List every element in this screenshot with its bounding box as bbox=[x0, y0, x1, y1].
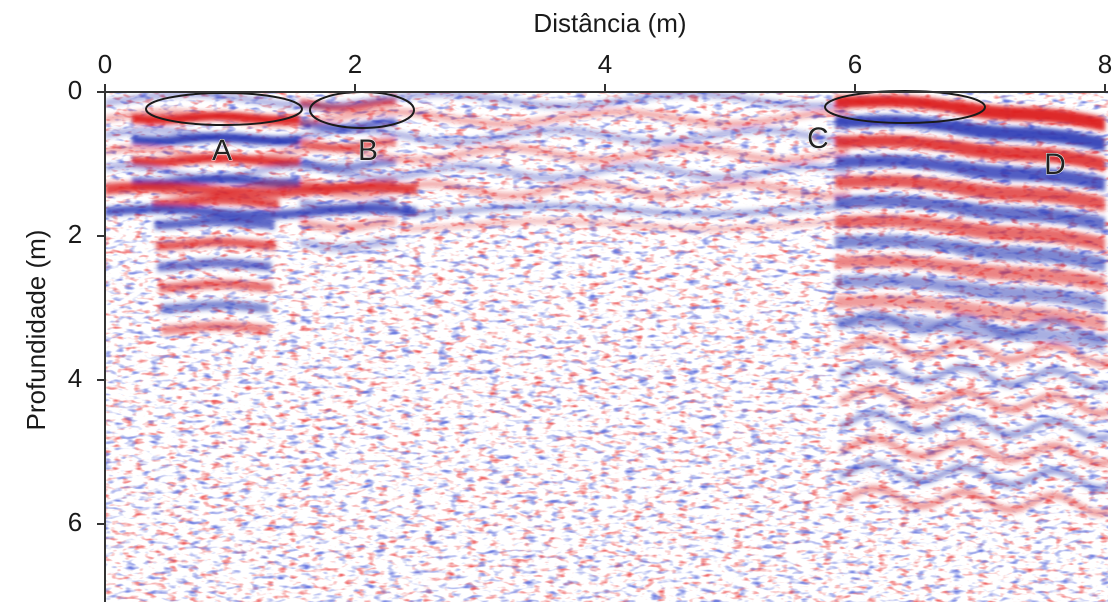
reflection-band bbox=[835, 175, 955, 193]
reflection-band bbox=[105, 182, 417, 198]
y-tick-label: 6 bbox=[68, 507, 82, 537]
reflection-band bbox=[840, 434, 1108, 467]
reflection-band bbox=[840, 459, 1108, 492]
x-tick-label: 8 bbox=[1098, 49, 1112, 79]
reflection-band bbox=[105, 108, 849, 128]
reflection-band bbox=[955, 99, 1105, 132]
annotation-label: A bbox=[212, 134, 232, 167]
reflection-band bbox=[835, 295, 955, 313]
reflection-band bbox=[955, 219, 1105, 252]
reflection-band bbox=[300, 118, 396, 132]
reflection-band bbox=[955, 199, 1105, 232]
reflection-band bbox=[105, 162, 849, 182]
reflection-band bbox=[835, 275, 955, 293]
reflection-band bbox=[835, 155, 955, 173]
reflection-band bbox=[160, 300, 269, 314]
reflection-band bbox=[840, 309, 1108, 342]
x-tick-label: 6 bbox=[848, 49, 862, 79]
reflection-band bbox=[840, 334, 1108, 367]
reflection-band bbox=[162, 321, 270, 335]
x-axis-title: Distância (m) bbox=[533, 8, 686, 38]
annotation-label: D bbox=[1044, 148, 1066, 181]
reflection-band bbox=[955, 279, 1105, 312]
reflection-band bbox=[955, 239, 1105, 272]
reflection-band bbox=[159, 279, 273, 293]
reflection-band bbox=[955, 119, 1105, 152]
reflection-band bbox=[400, 203, 850, 217]
reflection-band bbox=[156, 237, 276, 251]
x-tick-label: 0 bbox=[98, 49, 112, 79]
reflection-band bbox=[840, 359, 1108, 392]
reflection-band bbox=[400, 218, 850, 232]
reflection-band bbox=[105, 180, 849, 200]
reflection-band bbox=[835, 135, 955, 153]
reflection-band bbox=[835, 255, 955, 273]
annotation-label: B bbox=[358, 134, 378, 167]
radargram-image bbox=[105, 92, 1108, 602]
x-tick-label: 4 bbox=[598, 49, 612, 79]
reflection-band bbox=[840, 484, 1108, 517]
reflection-band bbox=[105, 144, 849, 164]
y-tick-label: 2 bbox=[68, 219, 82, 249]
reflection-band bbox=[835, 95, 955, 113]
reflection-band bbox=[955, 139, 1105, 172]
y-axis-title: Profundidade (m) bbox=[21, 230, 51, 431]
reflection-band bbox=[955, 179, 1105, 212]
y-tick-label: 4 bbox=[68, 363, 82, 393]
reflection-band bbox=[105, 92, 849, 110]
annotation-label: C bbox=[807, 122, 829, 155]
reflection-band bbox=[105, 204, 417, 220]
reflection-band bbox=[835, 195, 955, 213]
reflection-band bbox=[955, 259, 1105, 292]
y-tick-label: 0 bbox=[68, 75, 82, 105]
x-tick-label: 2 bbox=[348, 49, 362, 79]
reflection-band bbox=[955, 159, 1105, 192]
reflection-band bbox=[105, 126, 849, 146]
reflection-band bbox=[157, 258, 272, 272]
reflection-band bbox=[840, 409, 1108, 442]
reflection-band bbox=[300, 238, 396, 252]
reflection-band bbox=[835, 215, 955, 233]
reflection-band bbox=[840, 384, 1108, 417]
reflection-band bbox=[835, 115, 955, 133]
reflection-band bbox=[154, 216, 275, 230]
reflection-band bbox=[300, 218, 396, 232]
reflection-band bbox=[835, 235, 955, 253]
